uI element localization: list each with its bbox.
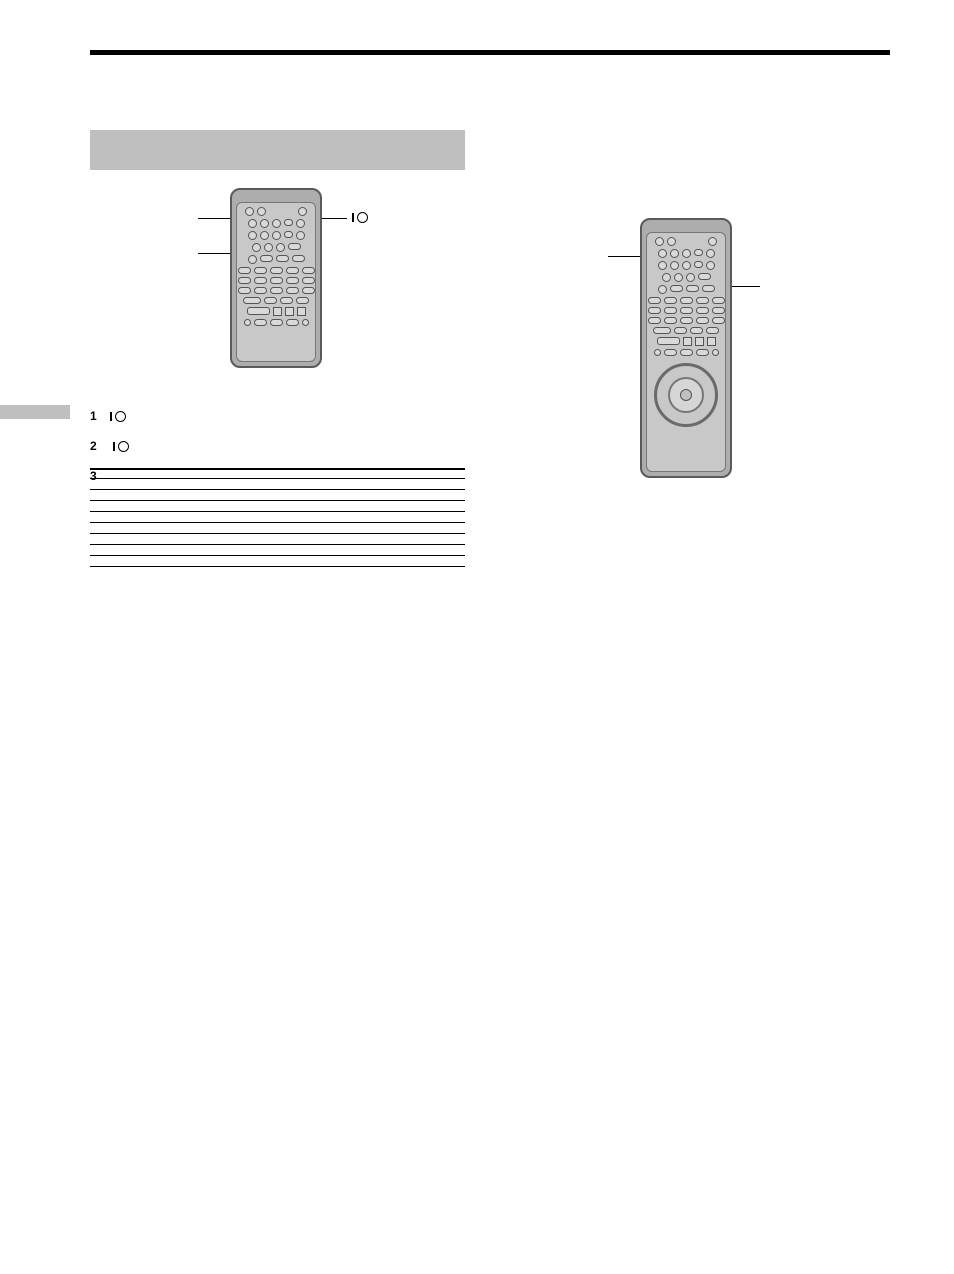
table-row bbox=[90, 479, 465, 490]
jog-ring bbox=[654, 363, 718, 427]
remote-diagram-2 bbox=[510, 218, 890, 498]
power-icon bbox=[352, 212, 368, 224]
page-side-tab bbox=[0, 405, 70, 419]
power-label bbox=[352, 212, 368, 224]
step-2: 2 bbox=[90, 438, 465, 454]
step-number: 1 bbox=[90, 408, 97, 424]
lead-line bbox=[198, 218, 230, 219]
table-row bbox=[90, 490, 465, 501]
table-row bbox=[90, 534, 465, 545]
table-row bbox=[90, 501, 465, 512]
table-header bbox=[90, 469, 278, 479]
right-column bbox=[510, 130, 890, 518]
lead-line bbox=[198, 253, 230, 254]
step-number: 3 bbox=[90, 468, 97, 484]
table-row bbox=[90, 523, 465, 534]
step-number: 2 bbox=[90, 438, 97, 454]
left-column: 1 2 3 bbox=[90, 130, 465, 567]
power-icon bbox=[110, 411, 126, 423]
lead-line bbox=[322, 218, 347, 219]
section-heading-bar bbox=[90, 130, 465, 170]
code-table bbox=[90, 468, 465, 567]
remote-outline bbox=[230, 188, 322, 368]
table-row bbox=[90, 556, 465, 567]
table-row bbox=[90, 512, 465, 523]
remote-outline bbox=[640, 218, 732, 478]
top-rule bbox=[90, 50, 890, 55]
table-body bbox=[90, 479, 465, 567]
table-row bbox=[90, 545, 465, 556]
lead-line bbox=[732, 286, 760, 287]
table-header bbox=[278, 469, 466, 479]
power-icon bbox=[113, 441, 129, 453]
lead-line bbox=[608, 256, 640, 257]
remote-diagram-1 bbox=[90, 188, 465, 388]
step-1: 1 bbox=[90, 408, 465, 424]
